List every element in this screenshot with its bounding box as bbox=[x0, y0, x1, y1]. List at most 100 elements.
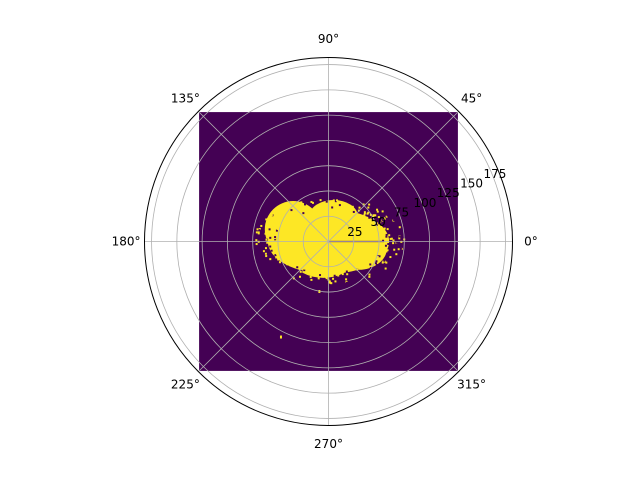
heatmap-pixel bbox=[294, 270, 297, 273]
heatmap-pixel bbox=[392, 232, 395, 235]
heatmap-pixel bbox=[311, 201, 314, 204]
theta-tick-label: 90° bbox=[318, 32, 339, 46]
heatmap-pixel bbox=[255, 243, 258, 246]
heatmap-pixel bbox=[265, 218, 268, 221]
heatmap-pixel bbox=[314, 277, 317, 280]
theta-tick-label: 135° bbox=[171, 91, 200, 105]
heatmap-pixel bbox=[389, 256, 392, 259]
heatmap-pixel bbox=[398, 237, 401, 240]
heatmap-pixel bbox=[351, 205, 354, 208]
heatmap-pixel bbox=[303, 267, 306, 270]
heatmap-pixel bbox=[398, 235, 401, 238]
heatmap-pixel bbox=[263, 237, 266, 240]
heatmap-pixel bbox=[334, 280, 337, 283]
heatmap-pixel bbox=[397, 248, 400, 251]
heatmap-pixel bbox=[325, 277, 328, 280]
heatmap-pixel bbox=[295, 211, 298, 214]
heatmap-pixel bbox=[334, 199, 337, 202]
heatmap-pixel bbox=[338, 204, 341, 207]
heatmap-pixel bbox=[374, 214, 377, 217]
heatmap-pixel bbox=[330, 207, 333, 210]
heatmap-pixel bbox=[386, 249, 389, 252]
heatmap-speck bbox=[279, 335, 282, 339]
heatmap-pixel bbox=[277, 227, 280, 230]
heatmap-pixel bbox=[396, 241, 399, 244]
theta-gridline bbox=[328, 111, 459, 242]
heatmap-pixel bbox=[328, 204, 331, 207]
heatmap-pixel bbox=[385, 235, 388, 238]
heatmap-pixel bbox=[374, 216, 377, 219]
heatmap-pixel bbox=[383, 217, 386, 220]
heatmap-pixel bbox=[352, 210, 355, 213]
heatmap-pixel bbox=[264, 252, 267, 255]
heatmap-pixel bbox=[285, 203, 288, 206]
heatmap-pixel bbox=[369, 267, 372, 270]
heatmap-pixel bbox=[273, 237, 276, 240]
heatmap-pixel bbox=[317, 209, 320, 212]
heatmap-pixel bbox=[362, 203, 365, 206]
heatmap-pixel bbox=[390, 237, 393, 240]
heatmap-pixel bbox=[270, 214, 273, 217]
heatmap-pixel bbox=[345, 278, 348, 281]
heatmap-pixel bbox=[277, 258, 280, 261]
heatmap-pixel bbox=[378, 255, 381, 258]
heatmap-pixel bbox=[386, 238, 389, 241]
heatmap-pixel bbox=[382, 219, 385, 222]
heatmap-pixel bbox=[319, 274, 322, 277]
heatmap-pixel bbox=[335, 199, 338, 202]
heatmap-pixel bbox=[264, 232, 267, 235]
heatmap-pixel bbox=[260, 233, 263, 236]
heatmap-pixel bbox=[295, 277, 298, 280]
heatmap-pixel bbox=[290, 209, 293, 212]
heatmap-pixel bbox=[269, 258, 272, 261]
heatmap-pixel bbox=[391, 251, 394, 254]
theta-tick-label: 270° bbox=[314, 437, 343, 451]
heatmap-pixel bbox=[384, 244, 387, 247]
heatmap-pixel bbox=[276, 252, 279, 255]
heatmap-pixel bbox=[378, 222, 381, 225]
heatmap-pixel bbox=[380, 220, 383, 223]
theta-tick-label: 0° bbox=[524, 235, 538, 249]
heatmap-pixel bbox=[398, 226, 401, 229]
heatmap-pixel bbox=[310, 200, 313, 203]
heatmap-pixel bbox=[284, 218, 287, 221]
heatmap-pixel bbox=[328, 203, 331, 206]
heatmap-pixel bbox=[274, 238, 277, 241]
heatmap-pixel bbox=[377, 252, 380, 255]
heatmap-pixel bbox=[262, 250, 265, 253]
heatmap-pixel bbox=[319, 199, 322, 202]
heatmap-pixel bbox=[256, 228, 259, 231]
heatmap-pixel bbox=[337, 274, 340, 277]
heatmap-pixel bbox=[330, 202, 333, 205]
heatmap-pixel bbox=[289, 211, 292, 214]
heatmap-pixel bbox=[258, 229, 261, 232]
heatmap-pixel bbox=[335, 276, 338, 279]
heatmap-pixel bbox=[332, 273, 335, 276]
heatmap-pixel bbox=[258, 228, 261, 231]
heatmap-pixel bbox=[289, 261, 292, 264]
heatmap-pixel bbox=[274, 236, 277, 239]
heatmap-pixel bbox=[333, 274, 336, 277]
heatmap-pixel bbox=[399, 247, 402, 250]
heatmap-pixel bbox=[261, 239, 264, 242]
heatmap-pixel bbox=[345, 270, 348, 273]
heatmap-pixel bbox=[289, 274, 292, 277]
heatmap-pixel bbox=[308, 269, 311, 272]
heatmap-pixel bbox=[372, 215, 375, 218]
polar-grid bbox=[144, 57, 513, 426]
heatmap-pixel bbox=[277, 221, 280, 224]
heatmap-pixel bbox=[275, 221, 278, 224]
heatmap-pixel bbox=[382, 239, 385, 242]
heatmap-pixel bbox=[303, 269, 306, 272]
heatmap-pixel bbox=[385, 261, 388, 264]
heatmap-pixel bbox=[328, 206, 331, 209]
heatmap-pixel bbox=[294, 206, 297, 209]
heatmap-pixel bbox=[381, 261, 384, 264]
heatmap-pixel bbox=[275, 256, 278, 259]
heatmap-pixel bbox=[393, 218, 396, 221]
heatmap-pixel bbox=[286, 265, 289, 268]
heatmap-pixel bbox=[395, 238, 398, 241]
heatmap-pixel bbox=[385, 215, 388, 218]
heatmap-pixel bbox=[264, 247, 267, 250]
heatmap-blob-1 bbox=[264, 201, 322, 258]
